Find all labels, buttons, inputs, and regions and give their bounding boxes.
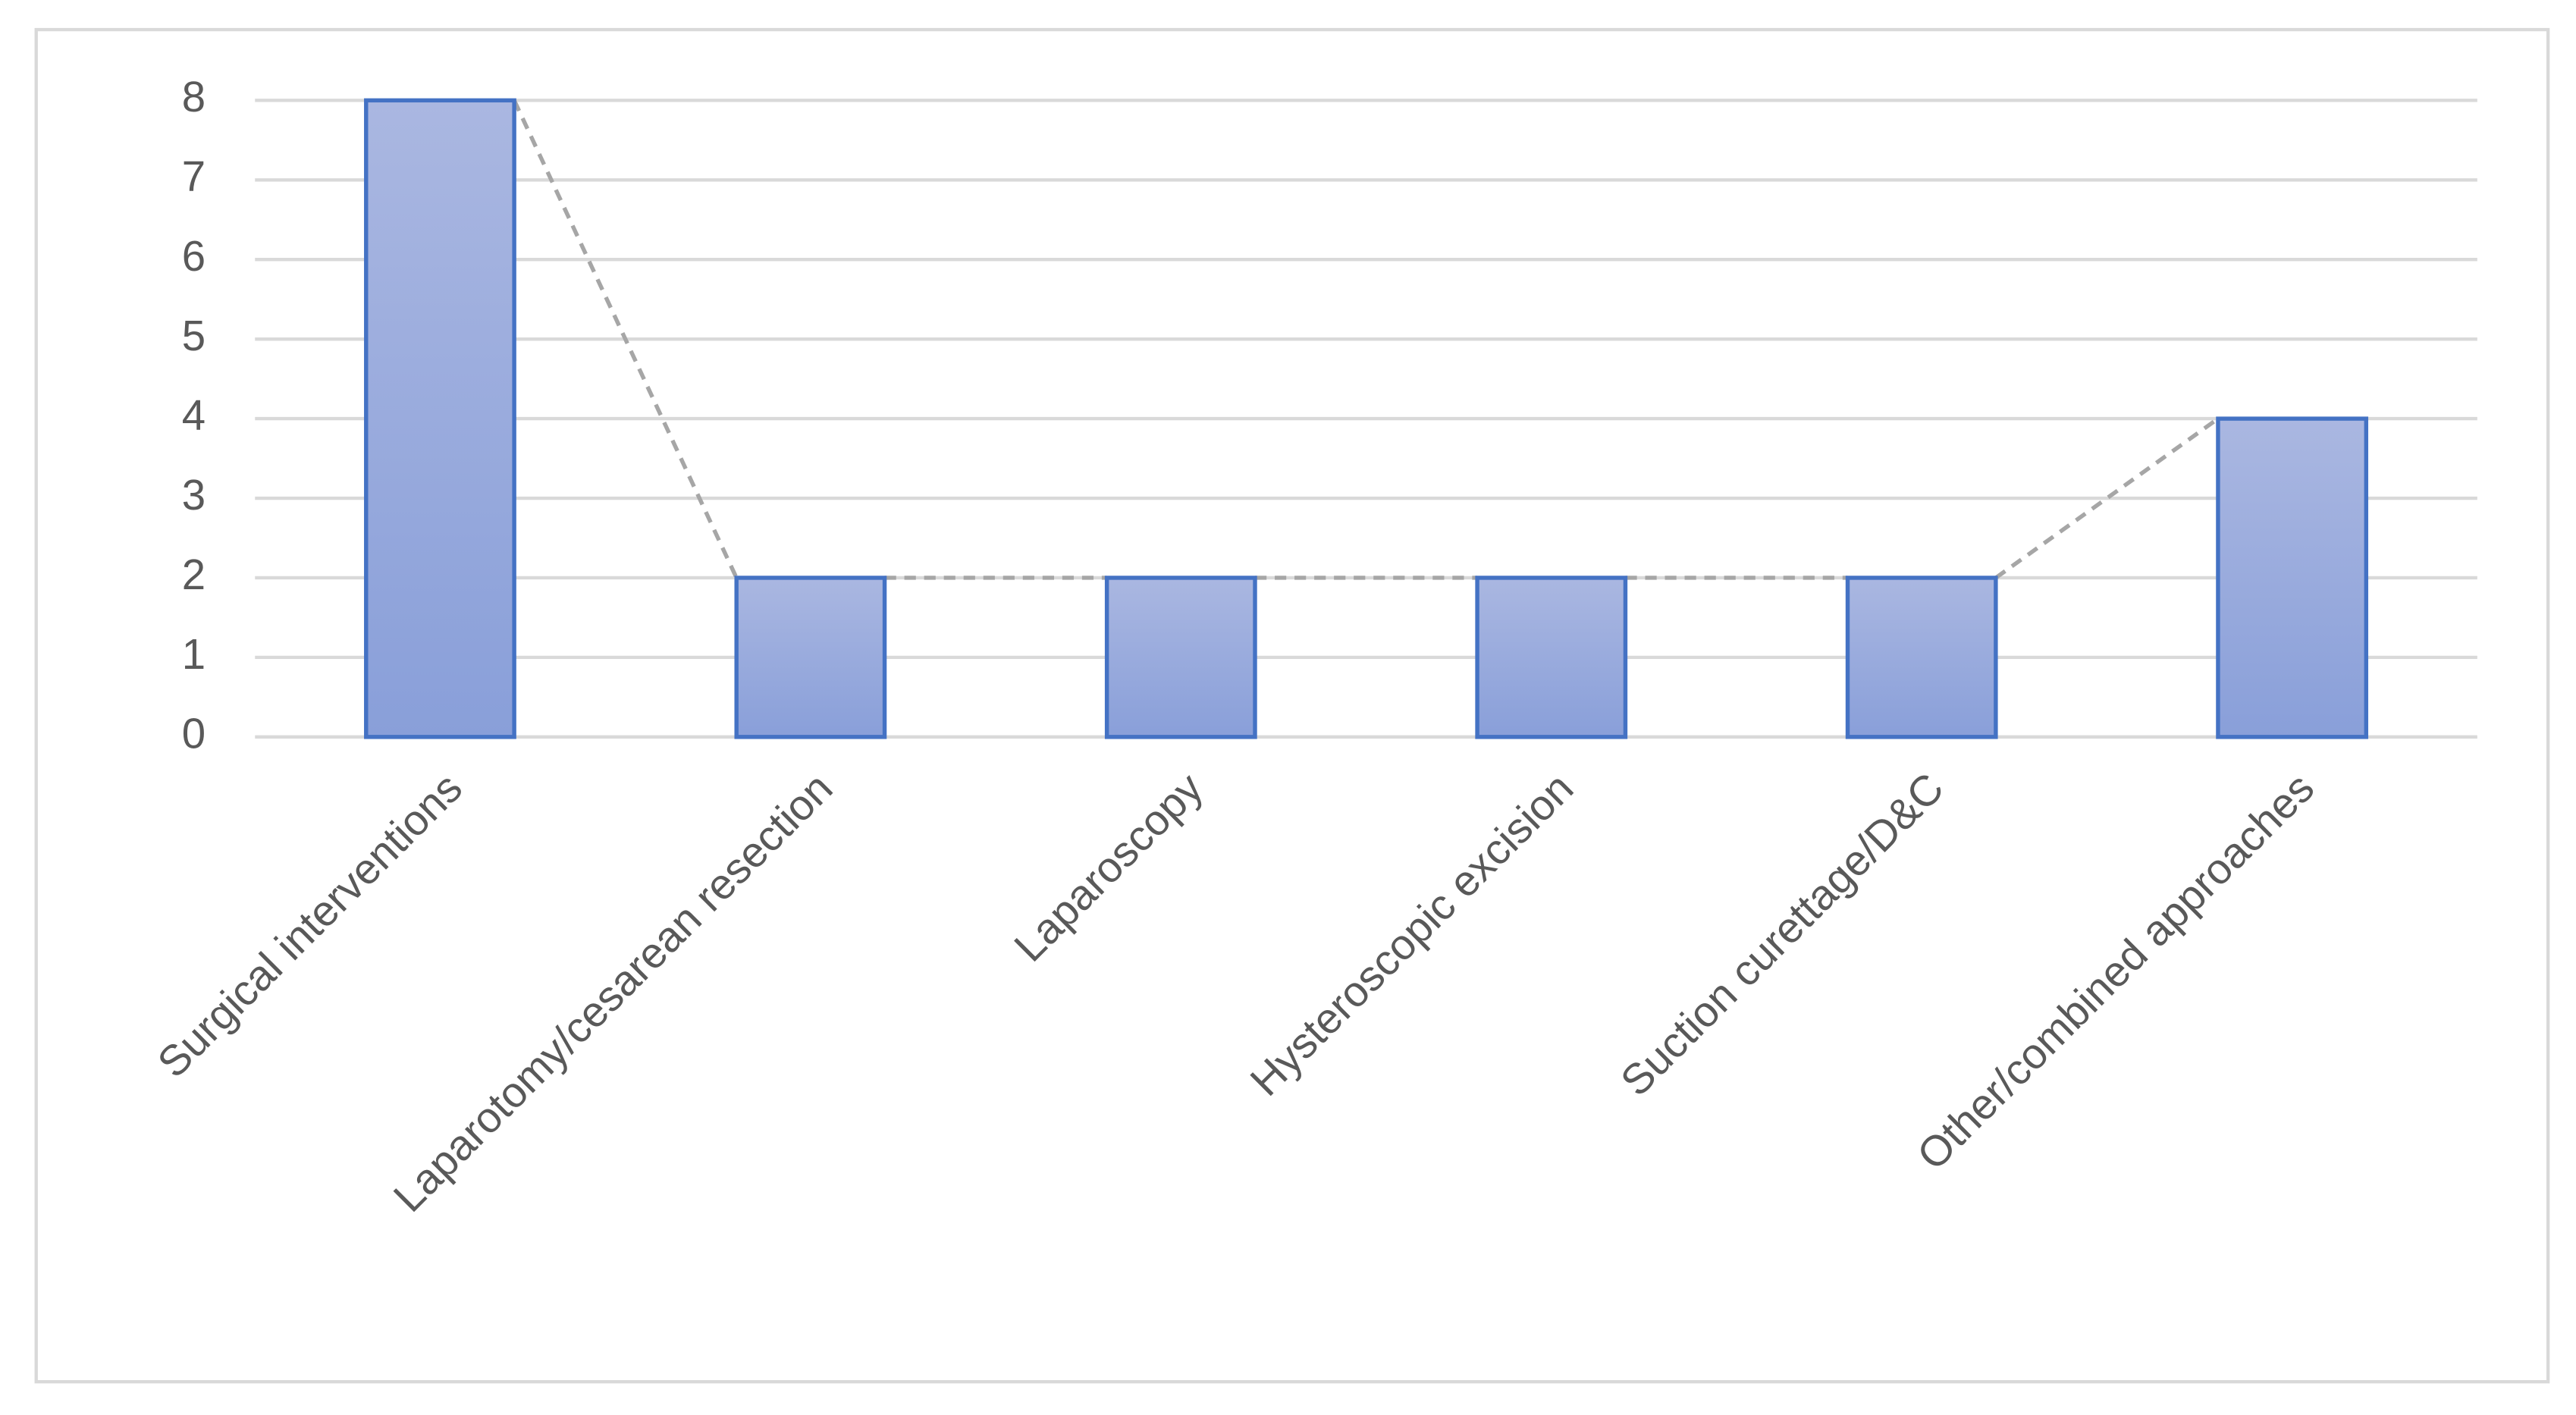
bar [2216, 416, 2369, 739]
bar [1475, 576, 1628, 739]
y-tick-label: 1 [182, 630, 206, 678]
y-tick-label: 8 [182, 73, 206, 121]
series-line [1994, 416, 2220, 580]
y-tick-label: 2 [182, 551, 206, 598]
bar [734, 576, 887, 739]
y-tick-label: 0 [182, 710, 206, 758]
series-line [512, 99, 739, 579]
y-tick-label: 5 [182, 312, 206, 359]
y-tick-label: 4 [182, 391, 206, 439]
y-tick-label: 6 [182, 232, 206, 280]
y-tick-label: 7 [182, 152, 206, 200]
bar [364, 98, 516, 739]
y-tick-label: 3 [182, 471, 206, 519]
bar [1845, 576, 1998, 739]
bar [1104, 576, 1257, 739]
